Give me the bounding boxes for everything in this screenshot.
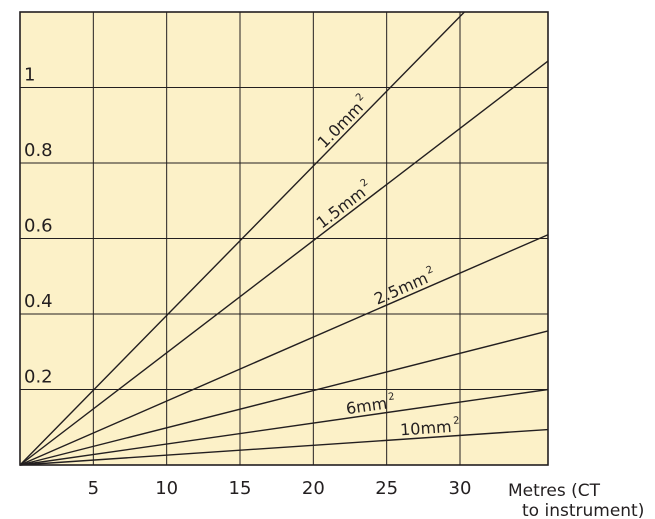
series-line-5 <box>19 388 549 466</box>
series-label-text: 10mm2 <box>399 415 460 439</box>
x-axis-title-line-2: to instrument) <box>522 501 644 519</box>
x-tick-label: 15 <box>229 478 252 499</box>
y-tick-label: 0.8 <box>24 140 53 161</box>
plot-frame <box>19 11 549 466</box>
series-line-6 <box>19 428 549 466</box>
x-tick-label: 30 <box>449 478 472 499</box>
y-tick-label: 0.2 <box>24 367 53 388</box>
series-label-6: 10mm2 <box>399 415 460 439</box>
series-line-4 <box>19 330 549 466</box>
y-tick-label: 1 <box>24 65 35 86</box>
y-tick-label: 0.4 <box>24 291 53 312</box>
x-tick-label: 20 <box>302 478 325 499</box>
series-line-1 <box>19 11 465 466</box>
x-tick-label: 5 <box>88 478 99 499</box>
series-line-3 <box>19 234 549 466</box>
y-tick-label: 0.6 <box>24 216 53 237</box>
series-lines <box>19 11 549 466</box>
x-tick-label: 10 <box>155 478 178 499</box>
x-axis-title-line-1: Metres (CT <box>508 481 601 501</box>
y-tick-labels: 0.2 0.4 0.6 0.8 1 <box>24 65 53 388</box>
x-tick-label: 25 <box>375 478 398 499</box>
grid <box>20 12 548 465</box>
series-line-2 <box>19 60 549 466</box>
x-tick-labels: 5 10 15 20 25 30 <box>88 478 472 499</box>
